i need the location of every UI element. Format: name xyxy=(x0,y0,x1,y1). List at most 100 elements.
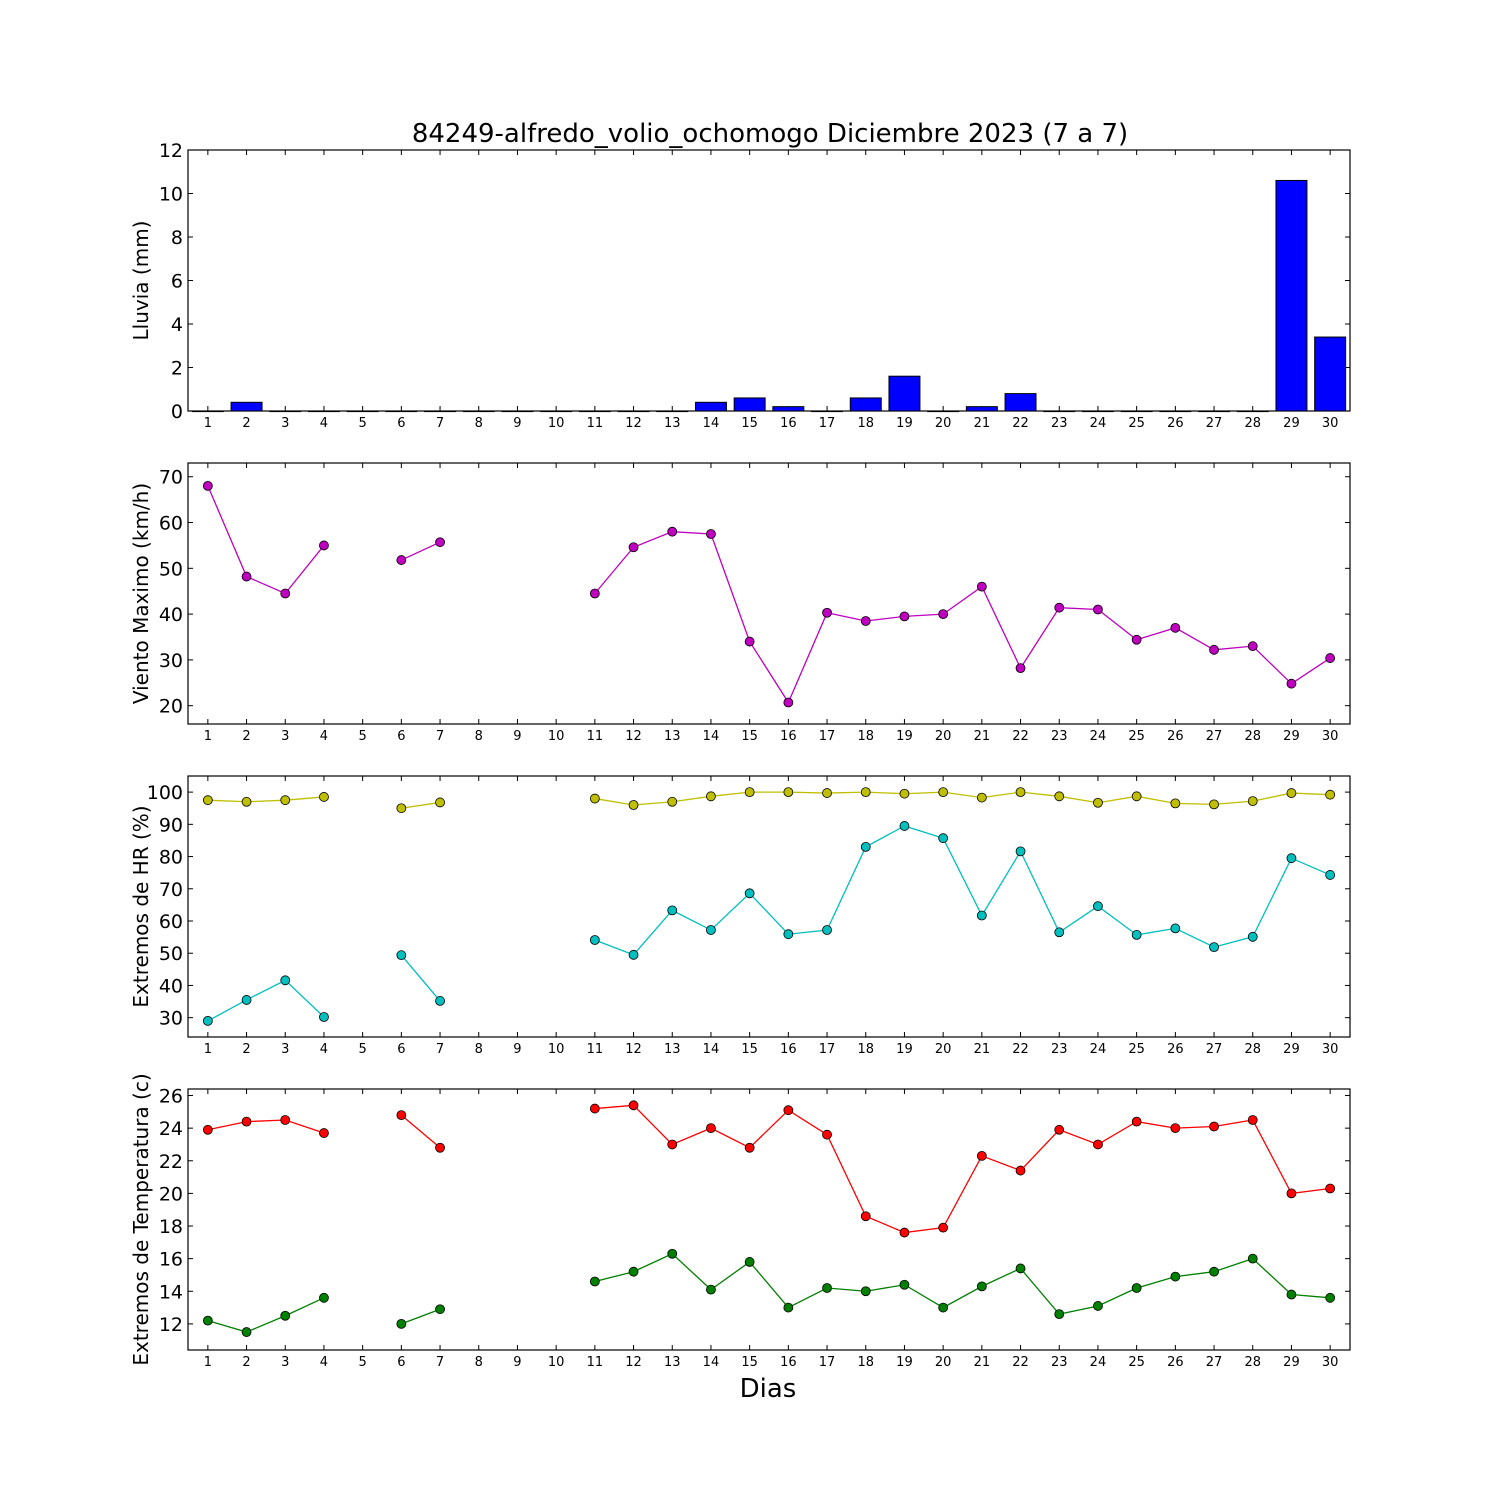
data-point-temperature-0 xyxy=(1286,1188,1297,1199)
series-line-humidity-1 xyxy=(594,825,1331,956)
x-tick-label: 25 xyxy=(1128,1355,1145,1370)
data-point-humidity-1 xyxy=(1286,853,1297,864)
x-tick-label: 20 xyxy=(935,729,952,744)
data-point-temperature-1 xyxy=(628,1266,639,1277)
x-tick-label: 20 xyxy=(935,1355,952,1370)
data-point-humidity-0 xyxy=(744,787,755,798)
series-line-temperature-0 xyxy=(207,1119,325,1134)
rain-bar xyxy=(888,375,921,412)
data-point-temperature-0 xyxy=(822,1129,832,1140)
x-tick-label: 29 xyxy=(1283,1355,1300,1370)
data-point-temperature-0 xyxy=(1209,1121,1219,1132)
data-point-temperature-0 xyxy=(396,1110,407,1120)
data-point-temperature-1 xyxy=(202,1315,213,1326)
rain-bar xyxy=(269,410,302,413)
x-tick-label: 18 xyxy=(857,729,874,744)
y-axis-label-temperature: Extremos de Temperatura (c) xyxy=(129,1073,153,1365)
data-point-temperature-0 xyxy=(1325,1183,1336,1194)
x-tick-label: 24 xyxy=(1090,416,1107,431)
data-point-humidity-0 xyxy=(667,796,678,807)
data-point-wind-0 xyxy=(1015,663,1026,674)
x-tick-label: 1 xyxy=(204,1042,212,1057)
y-tick-label: 30 xyxy=(159,1008,183,1030)
data-point-wind-0 xyxy=(1286,678,1297,689)
data-point-humidity-0 xyxy=(628,800,639,810)
data-point-temperature-0 xyxy=(1054,1124,1065,1135)
data-point-humidity-1 xyxy=(1170,923,1181,934)
data-point-wind-0 xyxy=(938,609,949,620)
data-point-temperature-0 xyxy=(938,1222,949,1233)
x-tick-label: 4 xyxy=(320,416,328,431)
data-point-temperature-0 xyxy=(1131,1116,1142,1127)
data-point-humidity-1 xyxy=(1131,929,1142,940)
y-tick-label: 2 xyxy=(171,358,183,380)
rain-bar xyxy=(424,410,457,413)
data-point-wind-0 xyxy=(202,480,213,491)
x-tick-label: 7 xyxy=(436,729,444,744)
x-tick-label: 28 xyxy=(1244,416,1261,431)
x-tick-label: 25 xyxy=(1128,729,1145,744)
rain-bar xyxy=(656,410,689,413)
rain-bar xyxy=(1236,410,1269,413)
rain-bar xyxy=(965,406,998,412)
data-point-wind-0 xyxy=(783,697,794,708)
x-tick-label: 8 xyxy=(475,1042,483,1057)
x-tick-label: 7 xyxy=(436,1042,444,1057)
data-point-temperature-1 xyxy=(280,1310,291,1321)
x-tick-label: 29 xyxy=(1283,416,1300,431)
data-point-humidity-1 xyxy=(1054,927,1065,938)
data-point-wind-0 xyxy=(976,581,987,592)
data-point-wind-0 xyxy=(899,611,910,622)
x-tick-label: 12 xyxy=(625,1042,642,1057)
data-point-temperature-1 xyxy=(706,1284,716,1295)
plot-frame-wind xyxy=(187,462,1351,725)
x-tick-label: 13 xyxy=(664,1042,681,1057)
data-point-temperature-1 xyxy=(822,1283,832,1293)
data-point-wind-0 xyxy=(1093,604,1103,615)
x-tick-label: 10 xyxy=(548,1355,565,1370)
x-tick-label: 23 xyxy=(1051,729,1068,744)
data-point-wind-0 xyxy=(706,529,716,539)
data-point-temperature-0 xyxy=(744,1142,755,1153)
data-point-temperature-1 xyxy=(938,1302,949,1313)
data-point-temperature-0 xyxy=(976,1150,987,1161)
data-point-humidity-1 xyxy=(202,1015,213,1026)
rain-bar xyxy=(849,397,882,412)
data-point-temperature-0 xyxy=(1093,1139,1103,1150)
data-point-temperature-1 xyxy=(1286,1289,1297,1300)
x-tick-label: 11 xyxy=(587,1042,604,1057)
y-tick-label: 60 xyxy=(159,513,183,535)
series-line-temperature-0 xyxy=(594,1104,1331,1234)
x-tick-label: 20 xyxy=(935,1042,952,1057)
x-tick-label: 30 xyxy=(1322,729,1339,744)
data-point-humidity-1 xyxy=(976,910,987,921)
data-point-wind-0 xyxy=(589,588,600,599)
data-point-humidity-1 xyxy=(241,995,252,1005)
data-point-humidity-0 xyxy=(1015,787,1026,798)
x-tick-label: 17 xyxy=(819,1042,836,1057)
data-point-wind-0 xyxy=(1170,622,1181,633)
y-tick-label: 0 xyxy=(171,401,183,423)
data-point-humidity-0 xyxy=(706,791,716,802)
data-point-humidity-0 xyxy=(202,795,213,806)
x-tick-label: 6 xyxy=(397,729,405,744)
x-tick-label: 21 xyxy=(974,416,991,431)
x-tick-label: 20 xyxy=(935,416,952,431)
x-tick-label: 3 xyxy=(281,729,289,744)
x-tick-label: 24 xyxy=(1090,1042,1107,1057)
rain-bar xyxy=(307,410,340,413)
plot-frame-humidity xyxy=(187,775,1351,1038)
x-tick-label: 6 xyxy=(397,1042,405,1057)
y-tick-label: 4 xyxy=(171,314,183,336)
data-point-wind-0 xyxy=(1325,653,1336,663)
y-tick-label: 50 xyxy=(159,943,183,965)
data-point-temperature-1 xyxy=(396,1319,407,1329)
x-tick-label: 17 xyxy=(819,729,836,744)
x-tick-label: 22 xyxy=(1012,1355,1029,1370)
data-point-wind-0 xyxy=(1209,644,1219,655)
x-tick-label: 13 xyxy=(664,1355,681,1370)
data-point-temperature-1 xyxy=(1093,1301,1103,1311)
x-tick-label: 26 xyxy=(1167,416,1184,431)
